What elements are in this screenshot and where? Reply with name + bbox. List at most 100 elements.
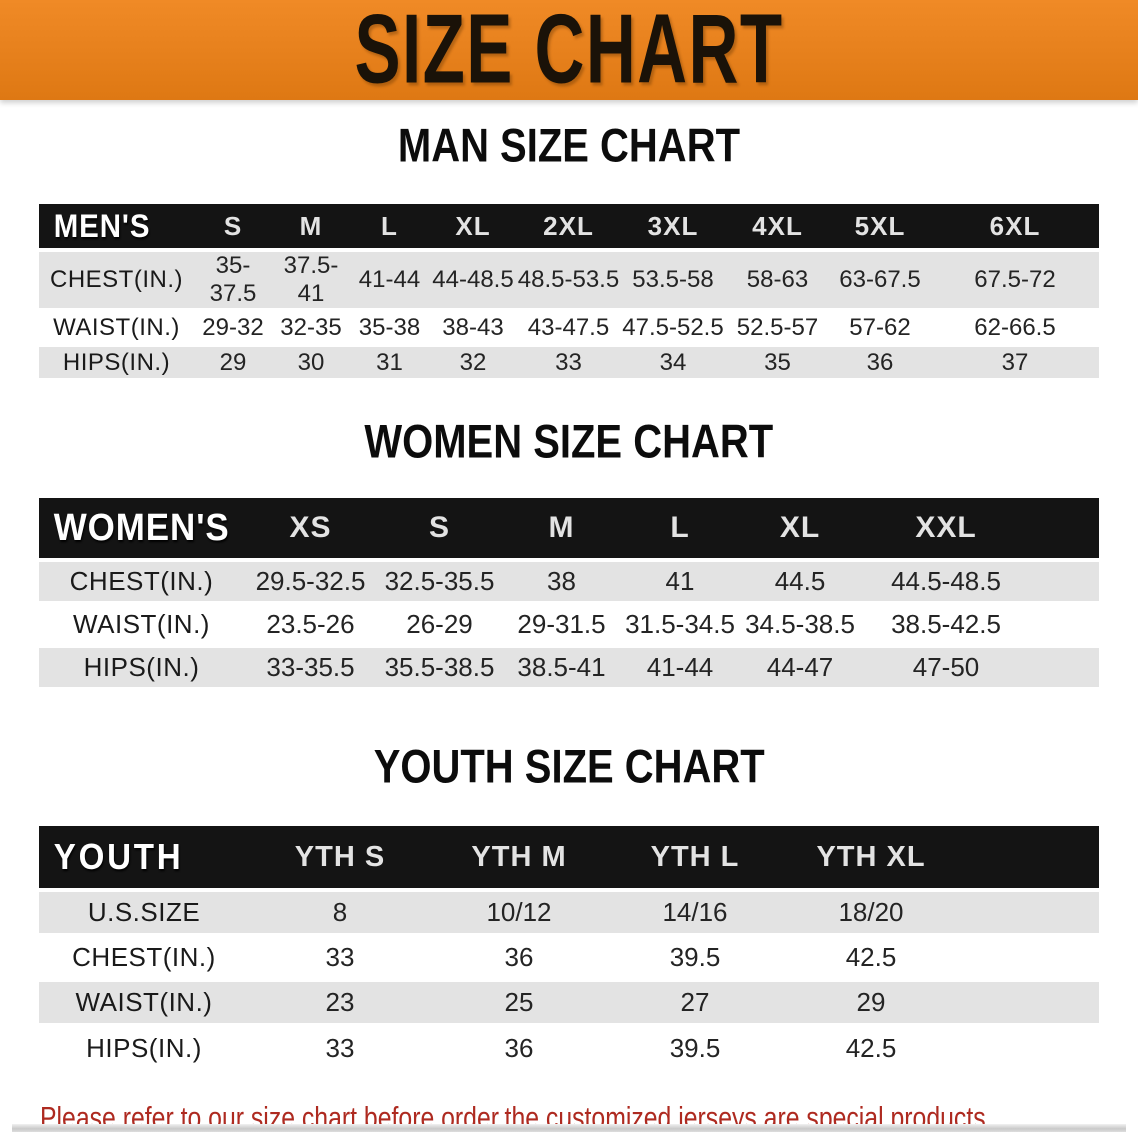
size-value-cell: 35: [726, 343, 829, 382]
empty-cell: [959, 1025, 1099, 1070]
size-value-cell: 41-44: [621, 644, 739, 691]
empty-cell: [959, 978, 1099, 1027]
men-size-table: MEN'S S M L XL 2XL 3XL 4XL 5XL 6XL CHEST…: [39, 204, 1099, 382]
women-chest-row: CHEST(IN.) 29.5-32.5 32.5-35.5 38 41 44.…: [39, 558, 1099, 605]
size-column-header: M: [299, 210, 323, 241]
size-value-cell: 41: [621, 558, 739, 605]
measurement-label: HIPS(IN.): [86, 1033, 202, 1063]
size-value-cell: 44-47: [739, 644, 861, 691]
size-value-cell: 39.5: [669, 942, 721, 972]
measurement-label: WAIST(IN.): [39, 978, 249, 1027]
size-value-cell: 43-47.5: [527, 313, 610, 341]
size-column-header: YTH XL: [816, 840, 926, 873]
empty-cell: [1031, 558, 1099, 605]
measurement-label: CHEST(IN.): [72, 942, 216, 972]
size-value-cell: 38: [502, 558, 621, 605]
size-value-cell: 36: [829, 343, 931, 382]
size-value-cell: 44-48.5: [429, 248, 517, 312]
size-column-header: XXL: [915, 511, 977, 544]
size-value-cell: 63-67.5: [829, 248, 931, 312]
size-column-header: XL: [455, 210, 491, 241]
women-size-table: WOMEN'S XS S M L XL XXL CHEST(IN.) 29.5-…: [39, 498, 1099, 691]
size-value-cell: 25: [431, 978, 607, 1027]
size-column-header: L: [381, 210, 398, 241]
size-column-header: 6XL: [989, 210, 1041, 241]
size-value-cell: 44.5: [739, 558, 861, 605]
size-value-cell: 29: [194, 343, 272, 382]
women-header-row: WOMEN'S XS S M L XL XXL: [39, 498, 1099, 560]
size-value-cell: 36: [504, 942, 534, 972]
empty-header-cell: [1031, 498, 1099, 560]
size-value-cell: 29.5-32.5: [244, 558, 377, 605]
size-column-header: YTH S: [294, 840, 386, 873]
youth-corner-label: YOUTH: [53, 836, 184, 877]
youth-waist-row: WAIST(IN.) 23 25 27 29: [39, 978, 1099, 1027]
size-value-cell: 47.5-52.5: [622, 313, 724, 341]
size-value-cell: 38.5-42.5: [891, 609, 1001, 639]
youth-ussize-row: U.S.SIZE 8 10/12 14/16 18/20: [39, 888, 1099, 937]
size-value-cell: 38-43: [442, 313, 504, 341]
size-value-cell: 31.5-34.5: [625, 609, 735, 639]
size-value-cell: 29-31.5: [517, 609, 606, 639]
measurement-label: U.S.SIZE: [39, 888, 249, 937]
size-value-cell: 52.5-57: [736, 313, 819, 341]
size-value-cell: 42.5: [845, 942, 897, 972]
size-value-cell: 33-35.5: [244, 644, 377, 691]
size-value-cell: 42.5: [845, 1033, 897, 1063]
measurement-label: CHEST(IN.): [39, 248, 194, 312]
size-value-cell: 27: [607, 978, 783, 1027]
youth-chest-row: CHEST(IN.) 33 36 39.5 42.5: [39, 935, 1099, 980]
bottom-edge-shadow: [12, 1124, 1126, 1132]
women-section-heading: WOMEN SIZE CHART: [364, 415, 774, 469]
size-value-cell: 33: [325, 1033, 355, 1063]
measurement-label: CHEST(IN.): [39, 558, 244, 605]
size-value-cell: 41-44: [350, 248, 429, 312]
size-chart-banner: SIZE CHART: [0, 0, 1138, 104]
size-value-cell: 39.5: [669, 1033, 721, 1063]
size-value-cell: 37: [931, 343, 1099, 382]
youth-hips-row: HIPS(IN.) 33 36 39.5 42.5: [39, 1025, 1099, 1070]
page-title: SIZE CHART: [354, 0, 784, 105]
size-column-header: L: [670, 511, 690, 544]
size-value-cell: 67.5-72: [931, 248, 1099, 312]
size-column-header: XL: [779, 511, 821, 544]
size-value-cell: 23.5-26: [266, 609, 355, 639]
size-value-cell: 23: [249, 978, 431, 1027]
size-value-cell: 37.5-41: [272, 248, 350, 312]
measurement-label: HIPS(IN.): [39, 644, 244, 691]
men-corner-label: MEN'S: [53, 207, 151, 244]
size-value-cell: 14/16: [607, 888, 783, 937]
size-value-cell: 48.5-53.5: [517, 248, 620, 312]
empty-header-cell: [959, 826, 1099, 890]
size-value-cell: 8: [249, 888, 431, 937]
empty-cell: [959, 888, 1099, 937]
youth-header-row: YOUTH YTH S YTH M YTH L YTH XL: [39, 826, 1099, 890]
size-value-cell: 62-66.5: [974, 313, 1056, 341]
size-value-cell: 32-35: [280, 313, 342, 341]
youth-size-table: YOUTH YTH S YTH M YTH L YTH XL U.S.SIZE …: [39, 826, 1099, 1070]
size-value-cell: 44.5-48.5: [861, 558, 1031, 605]
men-hips-row: HIPS(IN.) 29 30 31 32 33 34 35 36 37: [39, 343, 1099, 382]
measurement-label: WAIST(IN.): [73, 609, 210, 639]
size-value-cell: 10/12: [431, 888, 607, 937]
size-value-cell: 33: [517, 343, 620, 382]
empty-cell: [1031, 644, 1099, 691]
size-value-cell: 53.5-58: [620, 248, 726, 312]
men-section-heading: MAN SIZE CHART: [397, 119, 741, 173]
size-value-cell: 29-32: [202, 313, 264, 341]
size-column-header: M: [548, 511, 575, 544]
size-value-cell: 38.5-41: [502, 644, 621, 691]
youth-section-heading: YOUTH SIZE CHART: [373, 740, 765, 794]
size-value-cell: 34: [620, 343, 726, 382]
size-value-cell: 36: [504, 1033, 534, 1063]
size-value-cell: 26-29: [406, 609, 473, 639]
size-column-header: XS: [289, 511, 332, 544]
size-value-cell: 32: [429, 343, 517, 382]
men-chest-row: CHEST(IN.) 35-37.5 37.5-41 41-44 44-48.5…: [39, 248, 1099, 312]
size-column-header: S: [428, 511, 450, 544]
size-column-header: YTH L: [650, 840, 740, 873]
empty-cell: [959, 935, 1099, 980]
women-corner-label: WOMEN'S: [53, 506, 230, 549]
size-value-cell: 58-63: [726, 248, 829, 312]
